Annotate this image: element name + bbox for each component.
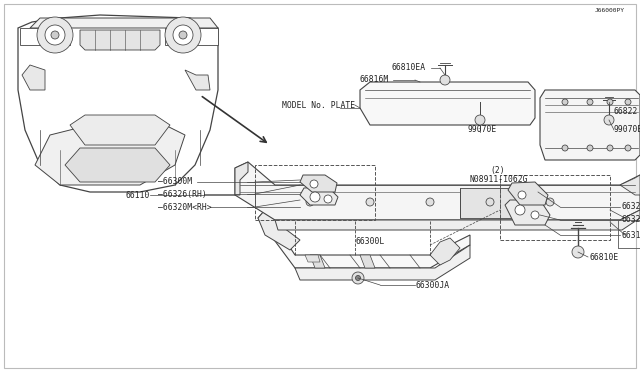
Text: MODEL No. PLATE: MODEL No. PLATE [282, 100, 355, 109]
Text: 66110: 66110 [125, 190, 150, 199]
Text: 99070E: 99070E [468, 125, 497, 135]
Polygon shape [620, 175, 640, 195]
Text: 66318M: 66318M [622, 231, 640, 240]
Polygon shape [430, 238, 460, 265]
Polygon shape [165, 28, 218, 45]
Circle shape [486, 198, 494, 206]
Text: 66810E: 66810E [590, 253, 620, 262]
Polygon shape [70, 115, 170, 145]
Bar [500, 175, 610, 240]
Circle shape [310, 192, 320, 202]
Text: 66321M<LH>: 66321M<LH> [622, 215, 640, 224]
Circle shape [607, 99, 613, 105]
Polygon shape [22, 65, 45, 90]
Circle shape [587, 145, 593, 151]
Circle shape [310, 180, 318, 188]
Polygon shape [305, 255, 320, 262]
Polygon shape [65, 148, 170, 182]
Text: 66810EA: 66810EA [392, 64, 426, 73]
Polygon shape [235, 162, 640, 220]
Polygon shape [300, 175, 337, 192]
Text: 99070EA: 99070EA [614, 125, 640, 135]
Polygon shape [20, 28, 70, 45]
Text: (2): (2) [490, 166, 504, 174]
Polygon shape [540, 90, 640, 160]
Circle shape [165, 17, 201, 53]
Bar [618, 220, 640, 248]
Circle shape [306, 198, 314, 206]
Polygon shape [360, 82, 535, 125]
Circle shape [366, 198, 374, 206]
Circle shape [515, 205, 525, 215]
Circle shape [45, 25, 65, 45]
Polygon shape [258, 210, 470, 268]
Circle shape [355, 276, 360, 280]
Bar [460, 188, 540, 218]
Text: J66000PY: J66000PY [595, 7, 625, 13]
Polygon shape [35, 125, 185, 185]
Circle shape [562, 99, 568, 105]
Circle shape [607, 145, 613, 151]
Text: 66816M: 66816M [360, 76, 389, 84]
Text: 66822: 66822 [614, 108, 638, 116]
Circle shape [426, 198, 434, 206]
Circle shape [173, 25, 193, 45]
Text: —66326(RH): —66326(RH) [158, 189, 207, 199]
Text: N08911-1062G: N08911-1062G [470, 176, 529, 185]
Polygon shape [18, 15, 218, 192]
Polygon shape [30, 18, 218, 28]
Polygon shape [295, 245, 470, 280]
Text: 66300L: 66300L [355, 237, 384, 247]
Polygon shape [310, 255, 325, 268]
Circle shape [562, 145, 568, 151]
Circle shape [604, 115, 614, 125]
Polygon shape [275, 210, 640, 230]
Circle shape [475, 115, 485, 125]
Polygon shape [258, 210, 300, 250]
Circle shape [546, 198, 554, 206]
Circle shape [572, 246, 584, 258]
Text: 66327(LH): 66327(LH) [622, 202, 640, 212]
Circle shape [625, 99, 631, 105]
Circle shape [625, 145, 631, 151]
Polygon shape [508, 182, 548, 205]
Polygon shape [185, 70, 210, 90]
Circle shape [518, 191, 526, 199]
Text: 66300JA: 66300JA [416, 280, 450, 289]
Polygon shape [235, 162, 248, 195]
Polygon shape [80, 30, 160, 50]
Circle shape [587, 99, 593, 105]
Circle shape [51, 31, 59, 39]
Polygon shape [505, 200, 550, 225]
Circle shape [324, 195, 332, 203]
Text: —66320M<RH>: —66320M<RH> [158, 202, 212, 212]
Polygon shape [360, 255, 375, 268]
Bar [255, 165, 375, 220]
Circle shape [37, 17, 73, 53]
Circle shape [352, 272, 364, 284]
Text: —66300M: —66300M [158, 177, 192, 186]
Circle shape [179, 31, 187, 39]
Circle shape [531, 211, 539, 219]
Polygon shape [300, 187, 338, 205]
Circle shape [440, 75, 450, 85]
